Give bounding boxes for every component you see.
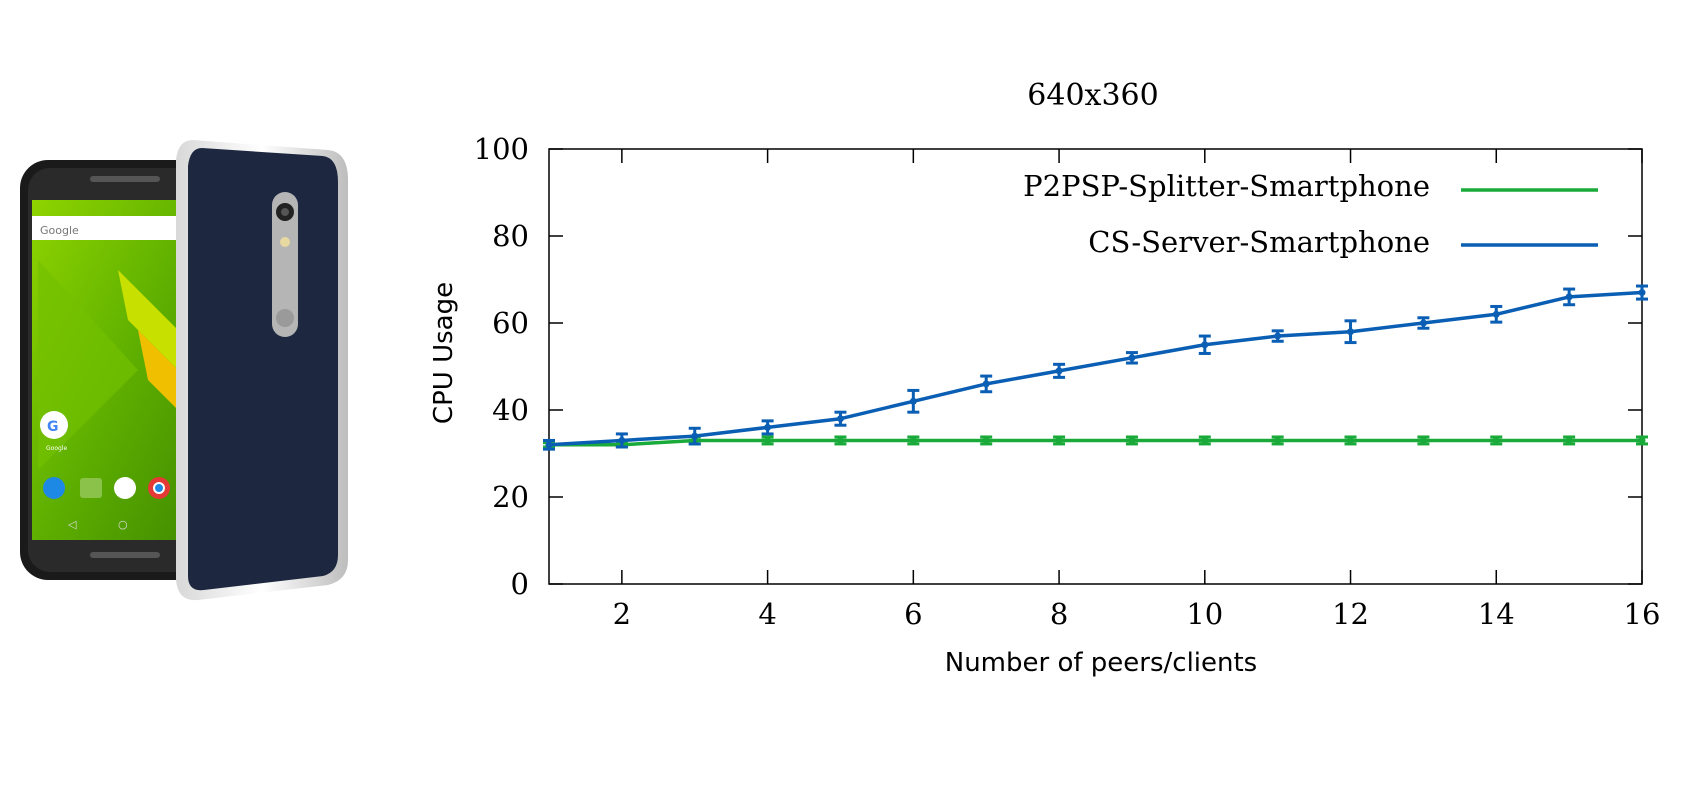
legend-label-cs-server: CS-Server-Smartphone [1088,225,1430,259]
smartphone-image: Google G Google ◁ ○ [20,140,348,601]
google-app-label: Google [46,445,67,452]
x-tick-label: 4 [758,597,776,631]
series-p2psp-splitter [543,435,1648,449]
data-point [982,380,990,388]
data-point [764,423,772,431]
legend-label-p2psp: P2PSP-Splitter-Smartphone [1023,169,1430,203]
y-tick-label: 100 [474,132,529,166]
data-point [1055,367,1063,375]
x-tick-label: 16 [1624,597,1661,631]
data-point [1128,436,1136,444]
y-axis-label: CPU Usage [429,282,459,424]
data-point [1201,436,1209,444]
x-tick-label: 10 [1186,597,1223,631]
data-point [1565,436,1573,444]
data-point [691,432,699,440]
data-point [1055,436,1063,444]
x-tick-label: 2 [613,597,631,631]
data-point [1638,289,1646,297]
data-point [1128,354,1136,362]
data-point [909,436,917,444]
data-point [836,415,844,423]
data-point [1419,436,1427,444]
y-tick-label: 0 [511,567,529,601]
y-tick-label: 80 [492,219,529,253]
x-tick-label: 8 [1050,597,1068,631]
phone-back [176,140,348,601]
messages-app-icon [80,478,102,498]
google-app-icon [40,411,68,439]
x-tick-label: 6 [904,597,922,631]
data-point [1347,328,1355,336]
y-tick-label: 20 [492,480,529,514]
data-point [1492,310,1500,318]
series-cs-server [543,284,1648,451]
data-point [1274,332,1282,340]
data-point [1492,436,1500,444]
data-point [1201,341,1209,349]
apps-launcher-icon [114,477,136,499]
svg-text:G: G [47,419,59,435]
y-tick-label: 40 [492,393,529,427]
y-tick-label: 60 [492,306,529,340]
x-tick-label: 12 [1332,597,1369,631]
data-point [982,436,990,444]
chart-title: 640x360 [1027,78,1158,113]
x-tick-label: 14 [1478,597,1515,631]
data-point [618,436,626,444]
phone-front: Google G Google ◁ ○ [20,160,220,580]
legend: P2PSP-Splitter-Smartphone CS-Server-Smar… [1023,169,1598,259]
data-point [909,397,917,405]
data-point [1565,293,1573,301]
data-point [836,436,844,444]
google-search-label: Google [40,224,79,237]
data-point [1274,436,1282,444]
data-point [764,436,772,444]
phone-app-icon [43,477,65,499]
data-point [545,441,553,449]
data-point [1638,436,1646,444]
data-point [1419,319,1427,327]
back-nav-icon: ◁ [68,518,77,531]
series-line [548,290,1643,447]
x-axis-label: Number of peers/clients [945,648,1257,678]
series-line [549,438,1642,447]
plot-frame [548,148,1643,585]
home-nav-icon: ○ [118,518,128,531]
data-point [1347,436,1355,444]
